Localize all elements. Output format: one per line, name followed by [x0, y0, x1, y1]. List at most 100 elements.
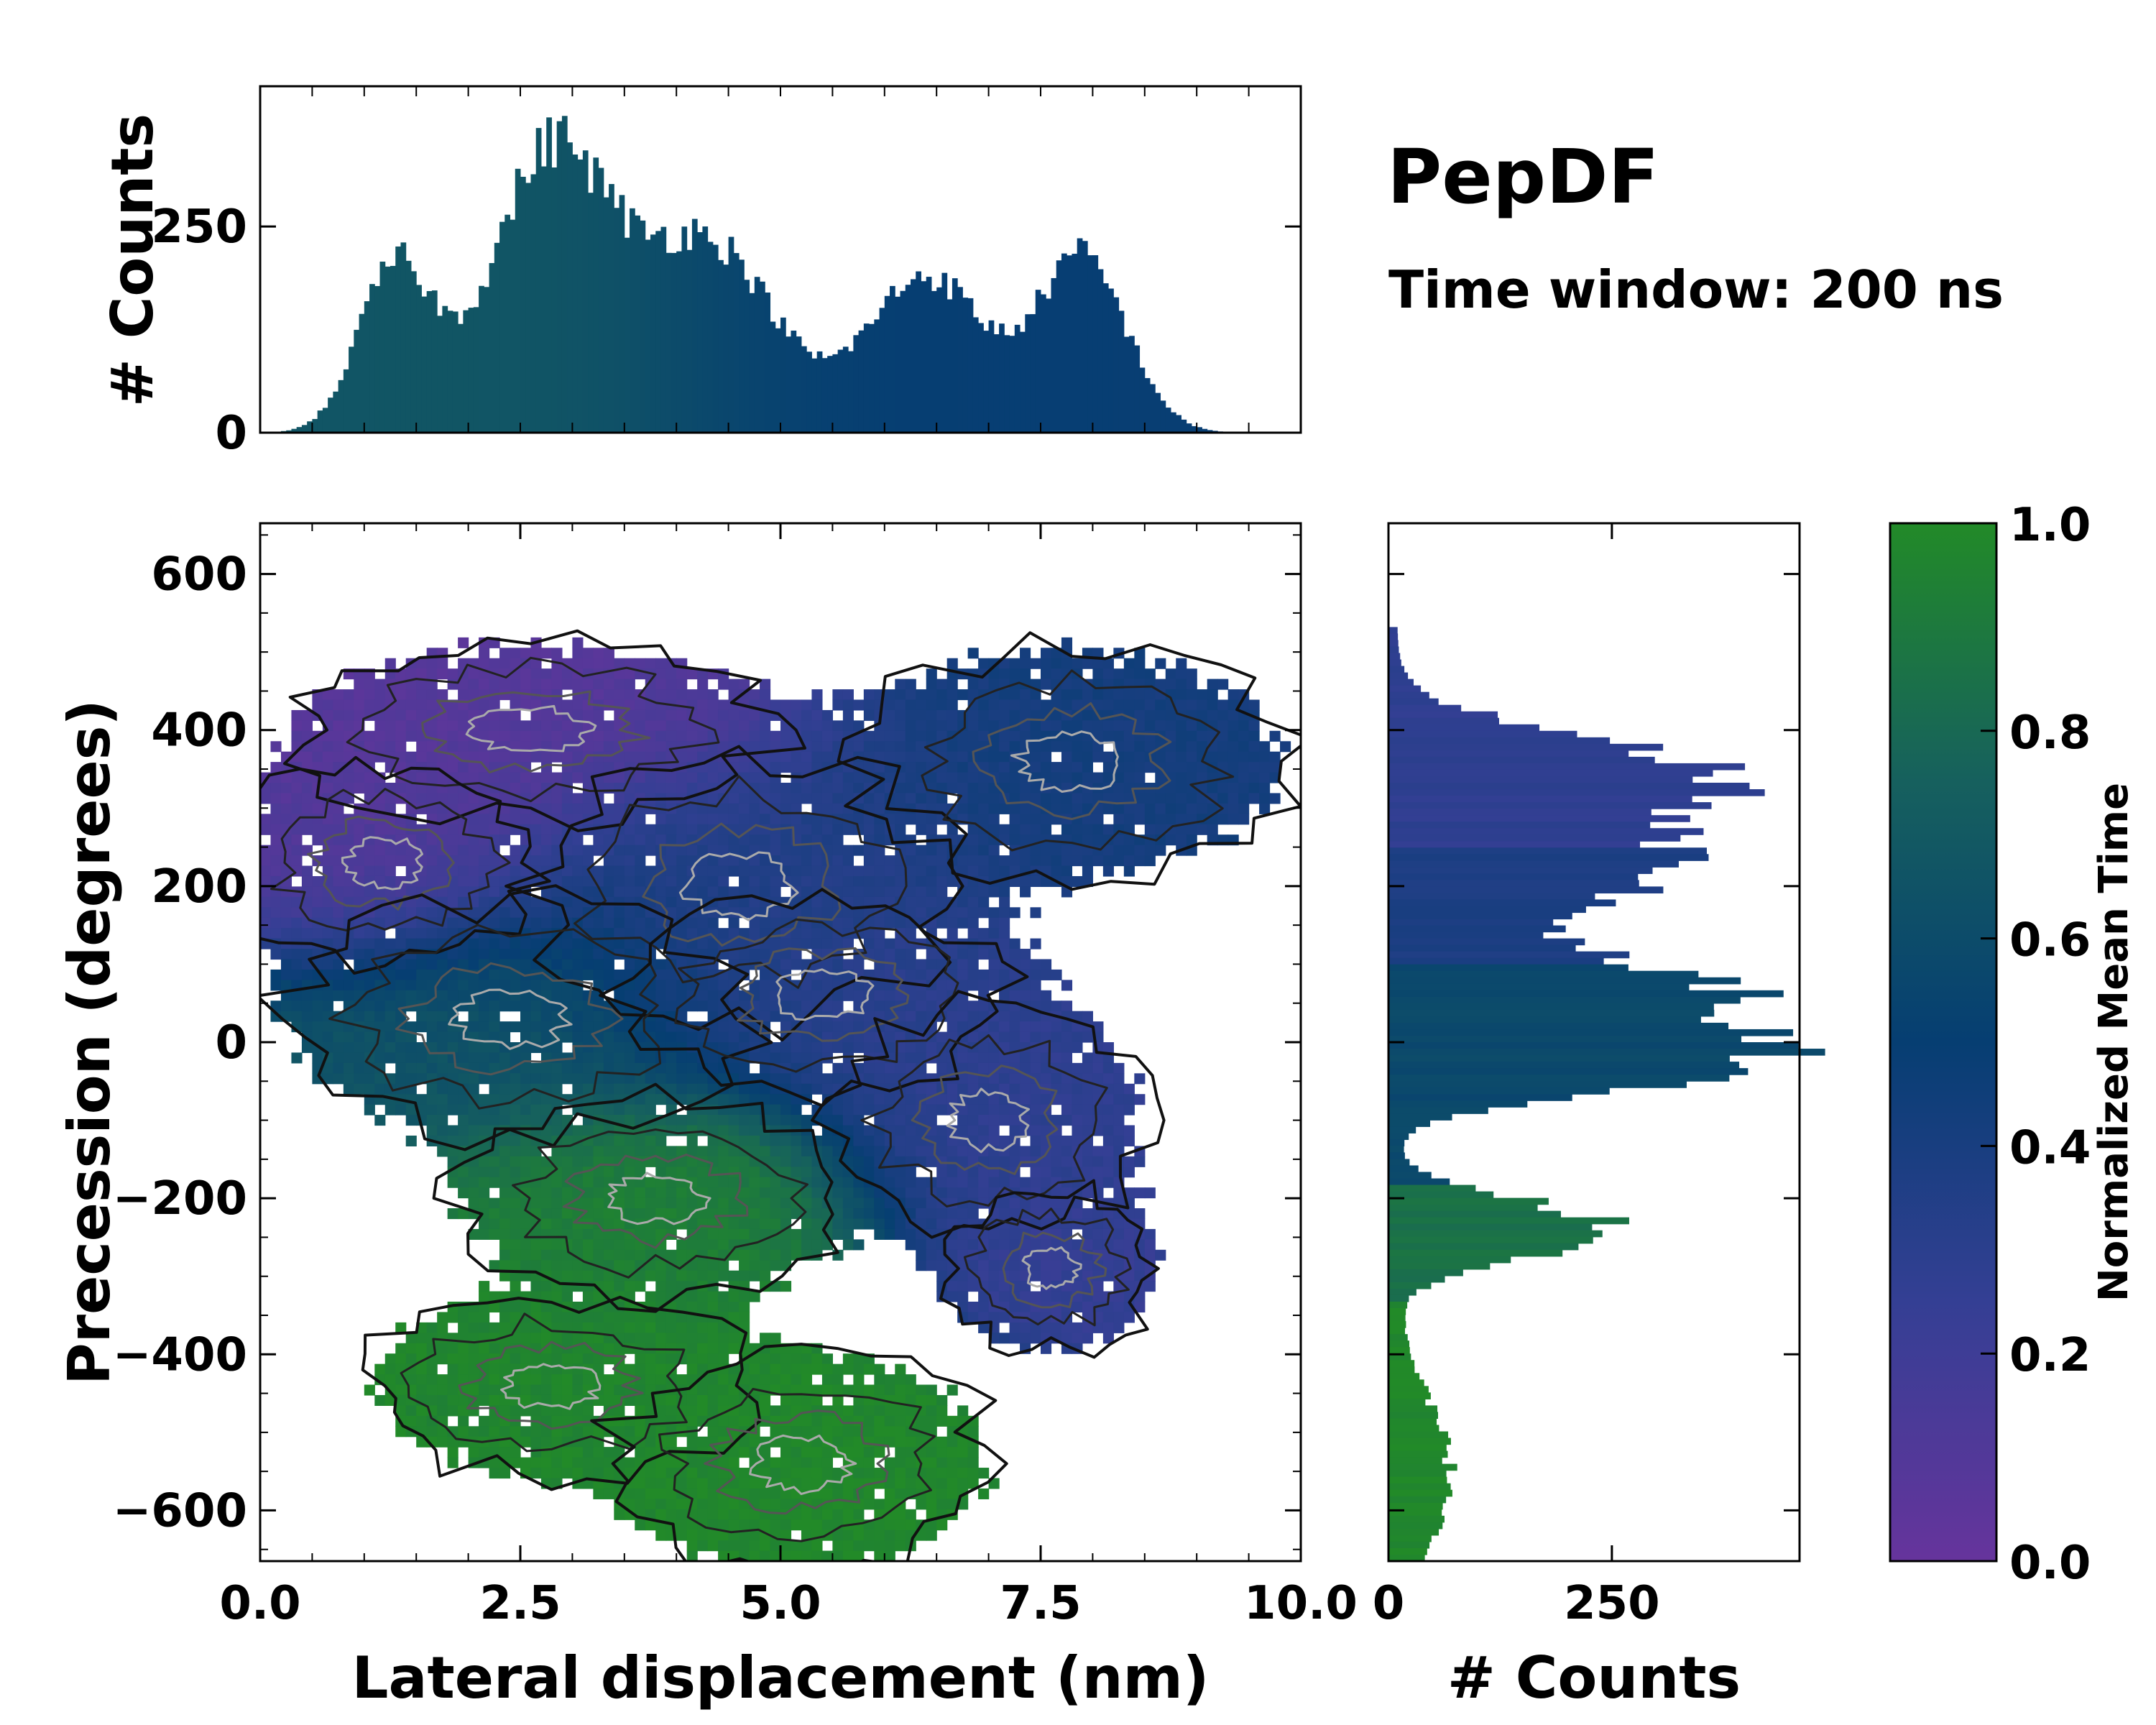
heatmap-cell [655, 1281, 667, 1292]
heatmap-cell [978, 783, 990, 794]
heatmap-cell [863, 1218, 875, 1230]
top-hist-bar [796, 336, 802, 433]
heatmap-cell [354, 928, 365, 939]
top-hist-bar [1171, 412, 1176, 433]
heatmap-cell [540, 751, 553, 763]
heatmap-cell [842, 990, 854, 1001]
heatmap-cell [426, 1011, 438, 1022]
heatmap-cell [780, 845, 792, 856]
heatmap-cell [1051, 1031, 1062, 1043]
heatmap-cell [1030, 990, 1041, 1001]
top-hist-bar [582, 150, 589, 433]
heatmap-cell [260, 855, 272, 867]
heatmap-cell [801, 855, 813, 867]
heatmap-cell [999, 1281, 1010, 1292]
heatmap-cell [1144, 814, 1156, 825]
heatmap-cell [1092, 658, 1104, 669]
heatmap-cell [333, 886, 344, 898]
heatmap-cell [624, 1333, 635, 1344]
heatmap-cell [270, 762, 282, 773]
heatmap-cell [582, 1291, 594, 1302]
heatmap-cell [333, 845, 344, 856]
heatmap-cell [416, 741, 428, 753]
heatmap-cell [561, 1333, 573, 1344]
heatmap-cell [739, 1104, 750, 1116]
heatmap-cell [561, 949, 573, 960]
heatmap-cell [770, 783, 781, 794]
heatmap-cell [832, 783, 844, 794]
heatmap-cell [437, 1322, 448, 1333]
heatmap-cell [593, 648, 604, 659]
heatmap-cell [582, 1031, 594, 1043]
heatmap-cell [603, 917, 614, 929]
heatmap-cell [1197, 730, 1208, 742]
heatmap-cell [603, 678, 614, 690]
heatmap-cell [1061, 1031, 1073, 1043]
heatmap-cell [395, 959, 407, 970]
heatmap-cell [801, 907, 813, 919]
heatmap-cell [312, 990, 323, 1001]
heatmap-cell [635, 1094, 646, 1105]
heatmap-cell [395, 1052, 407, 1064]
heatmap-cell [863, 1146, 875, 1157]
top-hist-bar [650, 234, 656, 433]
heatmap-cell [801, 1052, 813, 1064]
heatmap-cell [1123, 814, 1135, 825]
heatmap-cell [1092, 1167, 1104, 1178]
heatmap-cell [489, 1218, 500, 1230]
heatmap-cell [624, 824, 635, 835]
heatmap-cell [884, 1115, 895, 1126]
heatmap-cell [447, 1011, 459, 1022]
heatmap-cell [780, 907, 792, 919]
heatmap-cell [676, 1177, 688, 1188]
heatmap-cell [614, 678, 625, 690]
heatmap-cell [697, 1239, 709, 1251]
heatmap-cell [1092, 1052, 1104, 1064]
heatmap-cell [447, 1104, 459, 1116]
heatmap-cell [593, 959, 604, 970]
heatmap-cell [468, 1322, 479, 1333]
heatmap-cell [1134, 845, 1146, 856]
heatmap-cell [655, 1031, 667, 1043]
heatmap-cell [1009, 1239, 1021, 1251]
heatmap-cell [489, 1031, 500, 1043]
heatmap-cell [1186, 689, 1197, 701]
heatmap-cell [821, 1115, 833, 1126]
heatmap-cell [801, 938, 813, 949]
heatmap-cell [655, 1239, 667, 1251]
heatmap-cell [364, 949, 375, 960]
heatmap-cell [635, 845, 646, 856]
heatmap-cell [426, 1115, 438, 1126]
heatmap-cell [739, 1156, 750, 1167]
heatmap-cell [874, 751, 885, 763]
heatmap-cell [1144, 793, 1156, 804]
heatmap-cell [676, 668, 688, 680]
heatmap-cell [895, 678, 906, 690]
heatmap-cell [582, 1249, 594, 1261]
heatmap-cell [874, 990, 885, 1001]
heatmap-cell [957, 751, 969, 763]
heatmap-cell [728, 990, 740, 1001]
heatmap-cell [988, 678, 1000, 690]
heatmap-cell [1041, 1021, 1052, 1033]
heatmap-cell [895, 865, 906, 877]
heatmap-cell [614, 928, 625, 939]
heatmap-cell [1009, 1104, 1021, 1116]
heatmap-cell [520, 1218, 532, 1230]
heatmap-cell [718, 1208, 729, 1220]
heatmap-cell [1134, 709, 1146, 721]
heatmap-cell [801, 1167, 813, 1178]
heatmap-cell [333, 980, 344, 991]
heatmap-cell [354, 1031, 365, 1043]
heatmap-cell [697, 709, 709, 721]
heatmap-cell [593, 1187, 604, 1199]
heatmap-cell [718, 741, 729, 753]
heatmap-cell [936, 1125, 948, 1136]
heatmap-cell [874, 855, 885, 867]
heatmap-cell [686, 1322, 698, 1333]
heatmap-cell [510, 990, 521, 1001]
heatmap-cell [635, 699, 646, 711]
heatmap-cell [343, 886, 354, 898]
heatmap-cell [322, 1021, 333, 1033]
heatmap-cell [280, 969, 292, 980]
